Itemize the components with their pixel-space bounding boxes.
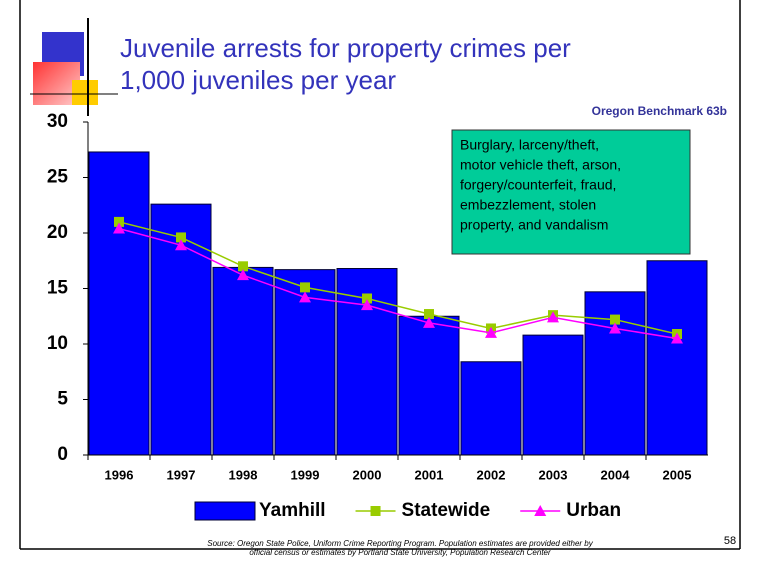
point <box>113 222 125 234</box>
x-tick-label: 2004 <box>601 467 631 482</box>
annotation: property, and vandalism <box>460 217 608 233</box>
source: Source: Oregon State Police, Uniform Cri… <box>207 539 594 548</box>
bar <box>522 334 584 456</box>
legend-marker <box>534 505 547 516</box>
point <box>423 316 435 328</box>
annotation: motor vehicle theft, arson, <box>460 157 621 173</box>
x-tick-label: 2005 <box>663 467 692 482</box>
point <box>671 332 683 344</box>
chart-subtitle: Oregon Benchmark 63b <box>592 104 727 118</box>
point <box>424 309 434 320</box>
annotation: Burglary, larceny/theft, <box>460 137 599 153</box>
x-tick-label: 1998 <box>229 467 258 482</box>
page-number: 58 <box>724 535 736 547</box>
y-tick-label: 30 <box>47 111 68 132</box>
x-tick-label: 1997 <box>167 467 196 482</box>
point <box>547 311 559 323</box>
bar <box>460 361 522 456</box>
x-tick-label: 1996 <box>105 467 134 482</box>
annotation-box <box>451 129 691 255</box>
point <box>114 216 124 227</box>
source: official census or estimates by Portland… <box>249 548 551 557</box>
point <box>362 293 372 304</box>
legend-marker <box>370 506 381 516</box>
point <box>300 282 310 293</box>
chart-title: 1,000 juveniles per year <box>120 65 396 95</box>
point <box>237 269 249 281</box>
x-tick-label: 2000 <box>353 467 382 482</box>
x-tick-label: 2002 <box>477 467 506 482</box>
legend-label: Urban <box>566 500 621 521</box>
y-tick-label: 25 <box>47 167 69 188</box>
point <box>175 239 187 251</box>
bar <box>646 260 708 456</box>
legend-label: Statewide <box>402 500 491 521</box>
y-tick-label: 0 <box>57 444 68 465</box>
bar <box>88 151 150 456</box>
legend-swatch <box>194 501 256 521</box>
point <box>361 299 373 311</box>
point <box>176 232 186 243</box>
y-tick-label: 5 <box>57 389 68 410</box>
bar <box>398 315 460 456</box>
line <box>118 221 678 335</box>
point <box>609 322 621 334</box>
chart-title: Juvenile arrests for property crimes per <box>120 33 571 63</box>
point <box>299 291 311 303</box>
legend-label: Yamhill <box>259 500 326 521</box>
x-tick-label: 2001 <box>415 467 444 482</box>
y-tick-label: 15 <box>47 278 69 299</box>
point <box>238 261 248 272</box>
y-tick-label: 10 <box>47 333 68 354</box>
point <box>485 326 497 338</box>
x-tick-label: 1999 <box>291 467 320 482</box>
deco-yellow <box>72 80 98 105</box>
bar <box>212 266 274 456</box>
x-tick-label: 2003 <box>539 467 568 482</box>
line <box>118 227 678 340</box>
annotation: embezzlement, stolen <box>460 197 596 213</box>
point <box>610 314 620 325</box>
annotation: forgery/counterfeit, fraud, <box>460 177 616 193</box>
y-tick-label: 20 <box>47 222 68 243</box>
